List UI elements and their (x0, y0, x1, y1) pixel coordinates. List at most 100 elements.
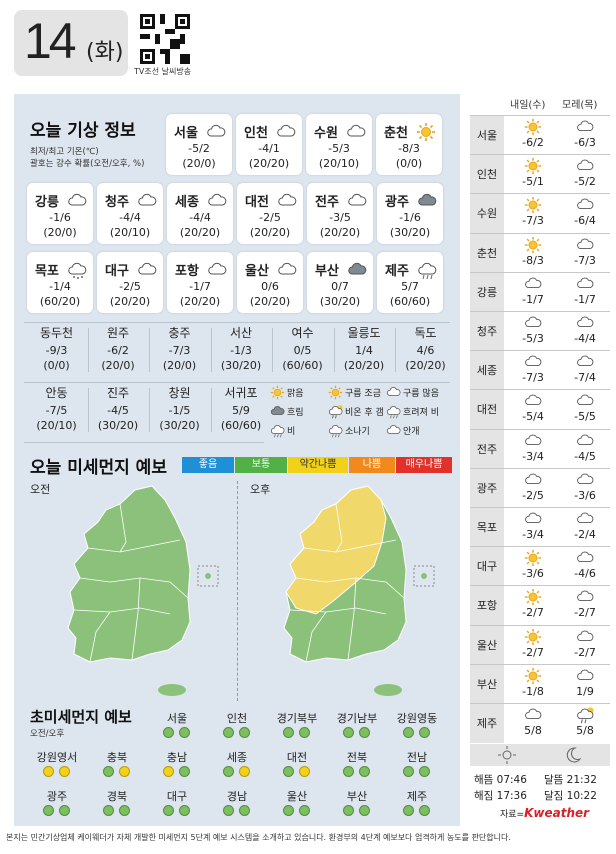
forecast-day1-temp: -6/2 (522, 136, 544, 149)
moon-icon (566, 747, 582, 763)
dark-cloud-icon (270, 406, 285, 415)
region-cell-4: 여수 0/5 (60/60) (272, 326, 333, 373)
rain-sun-icon (328, 405, 343, 419)
cell-divider (210, 388, 212, 432)
forecast-day1-temp: -8/3 (522, 253, 544, 267)
legend-label: 안개 (403, 427, 420, 437)
region-name: 서귀포 (224, 386, 258, 400)
region-temp: -7/3 (168, 344, 191, 357)
region-prob: (20/10) (36, 419, 77, 432)
legend-item-5: 흐려져 비 (386, 404, 439, 419)
region-cell-2: 충주 -7/3 (20/0) (149, 326, 210, 373)
dust-level-3: 나쁨 (349, 457, 395, 473)
fine-dust-pm-dot (419, 805, 430, 816)
forecast-day1-temp: -7/3 (522, 214, 544, 228)
region-temp: 1/4 (355, 344, 373, 357)
city-temp: -2/5 (259, 211, 281, 224)
sun-moon-bar (470, 744, 610, 766)
city-prob: (20/10) (318, 157, 360, 170)
region-cell-3: 서산 -1/3 (30/20) (211, 326, 272, 373)
cloud-icon (347, 124, 366, 137)
qr-caption: TV조선 날씨방송 (134, 67, 192, 76)
city-temp: -4/4 (119, 211, 141, 224)
city-prob: (20/20) (248, 157, 290, 170)
region-prob: (60/60) (220, 419, 262, 432)
cloud-icon (525, 316, 542, 328)
region-name: 서산 (229, 326, 253, 340)
forecast-day1-temp: -5/1 (522, 175, 544, 189)
region-temp: -6/2 (107, 344, 129, 357)
region-name: 원주 (106, 326, 130, 340)
fine-dust-am-dot (103, 805, 114, 816)
dust-am-label: 오전 (30, 483, 51, 496)
city-temp: -1/6 (399, 211, 421, 224)
forecast-city: 청주 (470, 312, 504, 351)
dark-cloud-icon (418, 193, 437, 206)
city-name: 강릉 (35, 195, 59, 210)
forecast-city: 강릉 (470, 272, 504, 312)
cloud-icon (577, 551, 594, 563)
forecast-city: 울산 (470, 625, 504, 665)
legend-item-7: 소나기 (328, 423, 370, 438)
city-card-3: 춘천 -8/3 (0/0) (376, 114, 442, 175)
today-note-temp: 최저/최고 기온(℃) (30, 147, 99, 157)
fine-dust-am-dot (43, 766, 54, 777)
moonset: 달짐 10:22 (544, 790, 597, 802)
map-divider (237, 481, 238, 701)
forecast-day1-temp: -1/7 (522, 292, 544, 306)
dust-title: 오늘 미세먼지 예보 (30, 458, 167, 478)
fine-region-name: 충북 (106, 751, 128, 764)
legend-label: 흐림 (287, 408, 304, 418)
fine-dust-am-dot (223, 766, 234, 777)
forecast-day1-temp: -3/4 (522, 449, 544, 463)
cloud-icon (525, 512, 542, 524)
fine-region-name: 대전 (286, 751, 308, 764)
sun-icon (524, 236, 542, 253)
city-temp: -8/3 (398, 142, 420, 155)
sun-icon (328, 385, 343, 400)
fine-region-name: 대구 (166, 790, 188, 803)
region-name: 안동 (45, 386, 68, 400)
region-cell-8: 진주 -4/5 (30/20) (88, 386, 149, 433)
city-name: 목포 (35, 264, 59, 279)
forecast-city: 목포 (470, 508, 504, 547)
forecast-city: 수원 (470, 194, 504, 234)
region-name: 울릉도 (347, 326, 381, 340)
fine-region-name: 울산 (286, 790, 308, 803)
fine-region-name: 세종 (226, 751, 248, 764)
cloud-icon (577, 669, 594, 680)
forecast-day1-temp: -3/6 (522, 567, 544, 581)
legend-label: 구름 조금 (345, 389, 381, 399)
fine-region-name: 전남 (406, 751, 428, 764)
city-name: 인천 (244, 126, 268, 141)
city-prob: (0/0) (395, 157, 423, 170)
forecast-city: 전주 (470, 429, 504, 469)
region-cell-0: 동두천 -9/3 (0/0) (26, 326, 87, 373)
fine-dust-pm-dot (359, 805, 370, 816)
sun-icon (524, 118, 542, 136)
fine-dust-am-dot (43, 805, 54, 816)
city-prob: (20/20) (249, 295, 291, 308)
forecast-row: 수원 -7/3 -6/4 (470, 193, 610, 234)
qr-code-icon[interactable] (140, 14, 190, 64)
fine-region-name: 인천 (226, 712, 248, 725)
forecast-city: 춘천 (470, 233, 504, 273)
city-card-8: 전주 -3/5 (20/20) (307, 183, 373, 244)
fine-dust-am-dot (103, 766, 114, 777)
city-card-13: 울산 0/6 (20/20) (237, 252, 303, 313)
city-prob: (60/20) (39, 295, 81, 308)
city-name: 청주 (105, 195, 129, 210)
forecast-row: 춘천 -8/3 -7/3 (470, 232, 610, 273)
forecast-day1-temp: -5/4 (522, 410, 544, 424)
fine-dust-am-dot (163, 727, 174, 738)
fine-dust-am-dot (163, 805, 174, 816)
region-temp: -1/5 (168, 404, 191, 417)
region-cell-10: 서귀포 5/9 (60/60) (211, 386, 272, 433)
region-prob: (30/20) (159, 419, 200, 432)
forecast-day1-temp: -1/8 (522, 684, 544, 698)
legend-label: 비 (287, 427, 296, 437)
fine-dust-pm-dot (179, 766, 190, 777)
legend-item-8: 안개 (386, 423, 420, 438)
forecast-row: 청주 -5/3 -4/4 (470, 311, 610, 351)
cloud-icon (577, 355, 594, 367)
